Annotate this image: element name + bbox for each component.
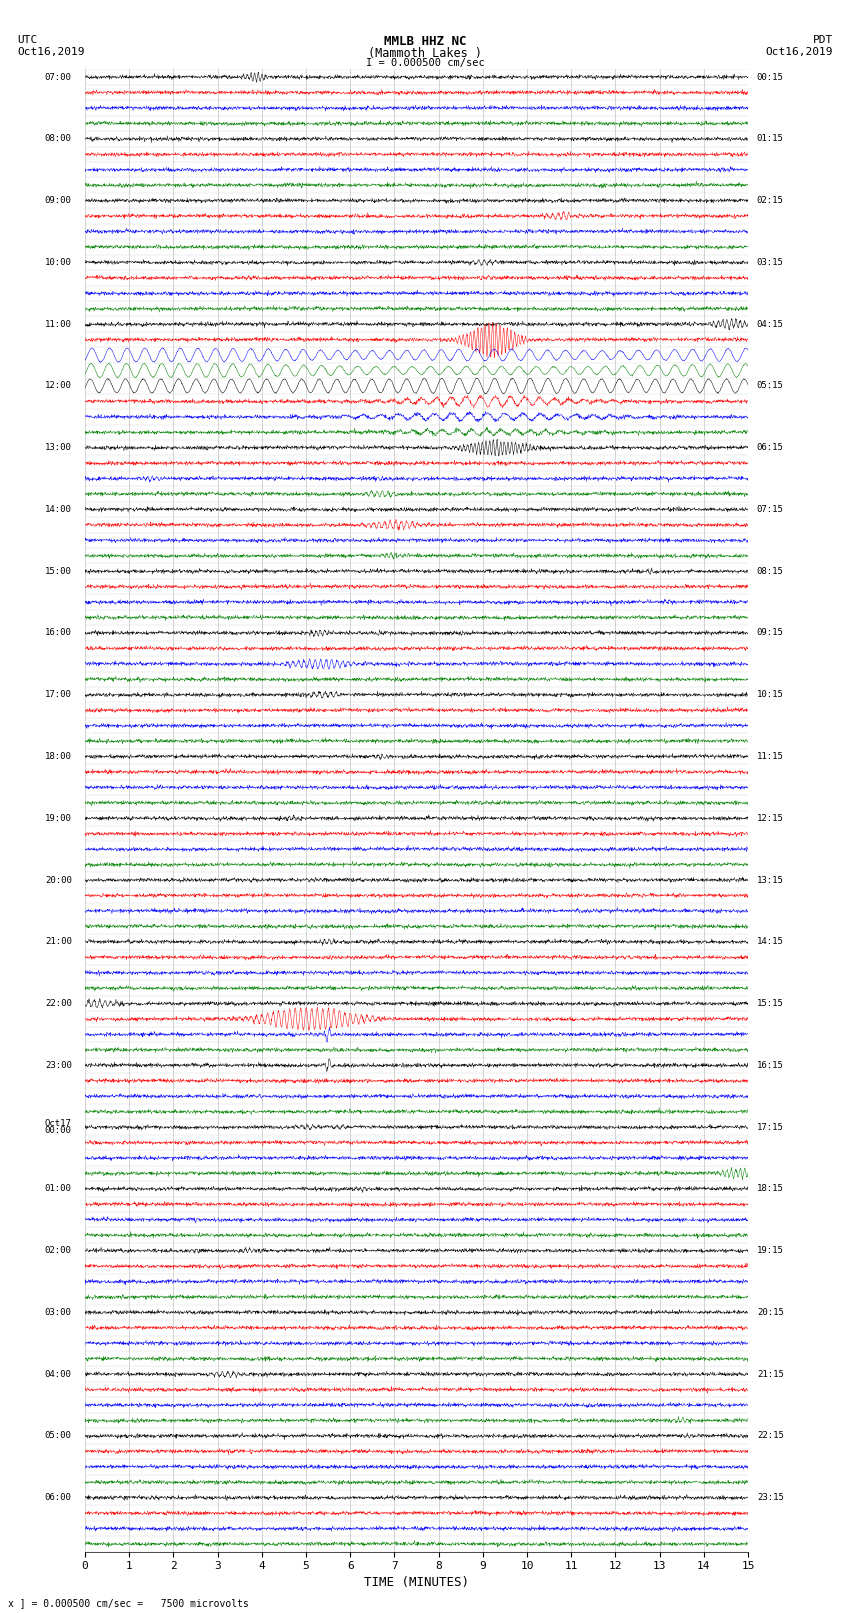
- Text: UTC: UTC: [17, 35, 37, 45]
- Text: 06:15: 06:15: [756, 444, 784, 452]
- Text: 13:00: 13:00: [45, 444, 71, 452]
- Text: 13:15: 13:15: [756, 876, 784, 884]
- Text: 12:15: 12:15: [756, 813, 784, 823]
- Text: 04:00: 04:00: [45, 1369, 71, 1379]
- Text: Oct16,2019: Oct16,2019: [766, 47, 833, 56]
- Text: 09:15: 09:15: [756, 629, 784, 637]
- Text: 16:00: 16:00: [45, 629, 71, 637]
- Text: 02:00: 02:00: [45, 1247, 71, 1255]
- Text: PDT: PDT: [813, 35, 833, 45]
- Text: (Mammoth Lakes ): (Mammoth Lakes ): [368, 47, 482, 60]
- Text: Oct17: Oct17: [45, 1119, 71, 1129]
- Text: 11:00: 11:00: [45, 319, 71, 329]
- Text: 15:00: 15:00: [45, 566, 71, 576]
- Text: 08:15: 08:15: [756, 566, 784, 576]
- Text: 08:00: 08:00: [45, 134, 71, 144]
- Text: 17:00: 17:00: [45, 690, 71, 698]
- Text: 14:00: 14:00: [45, 505, 71, 515]
- Text: 21:00: 21:00: [45, 937, 71, 947]
- Text: 10:00: 10:00: [45, 258, 71, 266]
- Text: 09:00: 09:00: [45, 197, 71, 205]
- Text: 22:15: 22:15: [756, 1431, 784, 1440]
- Text: 21:15: 21:15: [756, 1369, 784, 1379]
- Text: I = 0.000500 cm/sec: I = 0.000500 cm/sec: [366, 58, 484, 68]
- Text: 04:15: 04:15: [756, 319, 784, 329]
- Text: 03:00: 03:00: [45, 1308, 71, 1316]
- Text: 05:00: 05:00: [45, 1431, 71, 1440]
- Text: 02:15: 02:15: [756, 197, 784, 205]
- Text: 14:15: 14:15: [756, 937, 784, 947]
- Text: 12:00: 12:00: [45, 381, 71, 390]
- Text: 19:15: 19:15: [756, 1247, 784, 1255]
- Text: 19:00: 19:00: [45, 813, 71, 823]
- Text: 22:00: 22:00: [45, 998, 71, 1008]
- Text: MMLB HHZ NC: MMLB HHZ NC: [383, 35, 467, 48]
- Text: 01:00: 01:00: [45, 1184, 71, 1194]
- Text: Oct16,2019: Oct16,2019: [17, 47, 84, 56]
- Text: 17:15: 17:15: [756, 1123, 784, 1132]
- Text: 05:15: 05:15: [756, 381, 784, 390]
- Text: 23:15: 23:15: [756, 1494, 784, 1502]
- Text: 07:00: 07:00: [45, 73, 71, 82]
- Text: 18:00: 18:00: [45, 752, 71, 761]
- Text: 16:15: 16:15: [756, 1061, 784, 1069]
- Text: 01:15: 01:15: [756, 134, 784, 144]
- Text: 00:15: 00:15: [756, 73, 784, 82]
- Text: 18:15: 18:15: [756, 1184, 784, 1194]
- Text: 20:15: 20:15: [756, 1308, 784, 1316]
- Text: 11:15: 11:15: [756, 752, 784, 761]
- Text: 10:15: 10:15: [756, 690, 784, 698]
- Text: x ] = 0.000500 cm/sec =   7500 microvolts: x ] = 0.000500 cm/sec = 7500 microvolts: [8, 1598, 249, 1608]
- Text: 06:00: 06:00: [45, 1494, 71, 1502]
- Text: 00:00: 00:00: [45, 1126, 71, 1134]
- Text: 03:15: 03:15: [756, 258, 784, 266]
- X-axis label: TIME (MINUTES): TIME (MINUTES): [364, 1576, 469, 1589]
- Text: 15:15: 15:15: [756, 998, 784, 1008]
- Text: 20:00: 20:00: [45, 876, 71, 884]
- Text: 23:00: 23:00: [45, 1061, 71, 1069]
- Text: 07:15: 07:15: [756, 505, 784, 515]
